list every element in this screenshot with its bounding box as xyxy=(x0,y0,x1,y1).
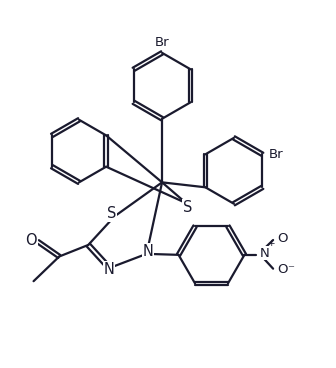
Text: Br: Br xyxy=(268,148,283,161)
Text: N: N xyxy=(143,244,154,259)
Text: N: N xyxy=(103,262,114,277)
Text: N: N xyxy=(260,247,270,260)
Text: +: + xyxy=(267,238,275,248)
Text: O: O xyxy=(277,263,288,276)
Text: Br: Br xyxy=(155,36,169,49)
Text: S: S xyxy=(107,206,117,221)
Text: O: O xyxy=(277,232,288,245)
Text: S: S xyxy=(183,199,193,215)
Text: O: O xyxy=(26,233,37,248)
Text: ⁻: ⁻ xyxy=(287,263,294,276)
